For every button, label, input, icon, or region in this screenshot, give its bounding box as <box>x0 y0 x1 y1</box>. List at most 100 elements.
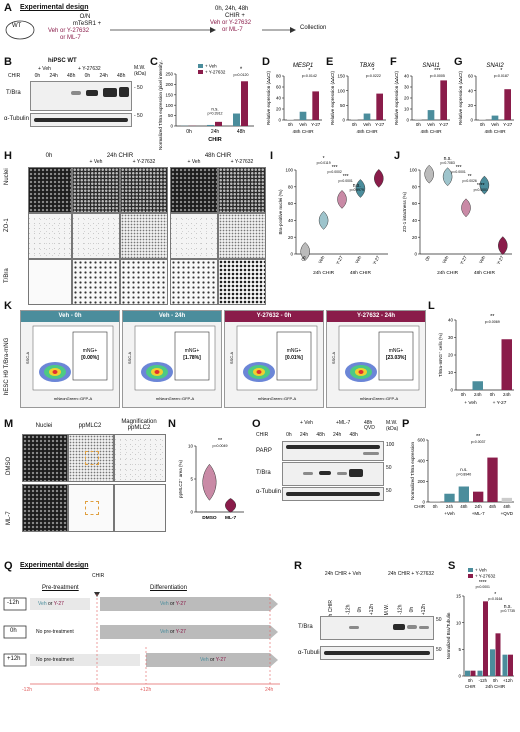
x-tick-label: 48h <box>460 504 468 509</box>
bar <box>233 113 240 126</box>
micro-m-mag-dmso <box>114 434 166 482</box>
x-tick-label: DMSO <box>202 515 217 521</box>
x-axis-label: mNeonGreen::GFP-A <box>258 396 297 401</box>
panel-o-blot-tub <box>282 487 384 501</box>
panel-r-blot-tbra <box>320 616 434 640</box>
sig-label: n.s. <box>353 183 361 189</box>
x-sub-label: CHIR <box>465 684 476 689</box>
bar <box>440 80 447 120</box>
panel-m-col: Magnification ppMLC2 <box>121 419 157 432</box>
panel-b-chir: CHIR <box>8 73 21 79</box>
x-tick-label: Veh <box>478 255 486 265</box>
legend-swatch <box>468 568 473 572</box>
violin <box>202 463 217 501</box>
panel-q-veh: Veh <box>160 601 169 607</box>
chart-d: MESP1 0 20 40 60 80 Relative expression (ΔΔCt)… <box>266 63 322 135</box>
violin <box>479 175 490 195</box>
panel-b-blot-tub <box>30 113 132 127</box>
sig-label: * <box>308 68 311 74</box>
y-tick-label: 0 <box>170 124 173 129</box>
x-tick-label: -12h <box>478 678 487 683</box>
bar <box>508 654 513 676</box>
panel-a-title: Experimental design <box>20 4 89 11</box>
gate <box>174 331 210 381</box>
x-tick-label: 24h <box>446 504 454 509</box>
chart-f: SNAI1 0 10 20 30 40 Relative expression (ΔΔCt)… <box>394 63 450 135</box>
panel-a-medium: mTeSR1 + <box>72 21 102 27</box>
y-tick-label: 0 <box>278 118 281 123</box>
sig-label: **** <box>477 183 485 189</box>
x-tick-label: Y-27 <box>311 122 321 127</box>
panel-q-row: 0h <box>10 628 17 634</box>
panel-o-tub: α-Tubulin <box>256 489 281 495</box>
lane-label: 48h <box>349 432 358 438</box>
flow-plot: Y-27632 - 24h mNG+ [23.03%] mNeonGreen::GFP… <box>326 310 426 408</box>
micro-m-nuclei-ml7 <box>22 484 68 532</box>
panel-q-veh: Veh <box>200 657 209 663</box>
panel-label-j: J <box>394 150 401 162</box>
panel-r-m50b: 50 <box>436 647 442 653</box>
micro-nuclei-24veh <box>72 167 120 213</box>
gate-label: mNG+ <box>185 348 200 354</box>
micro-nuclei-48veh <box>170 167 218 213</box>
panel-b-lanes: 0h 24h 48h 0h 24h 48h <box>30 73 130 79</box>
lane-label: 24h <box>299 432 309 438</box>
violin <box>300 242 310 261</box>
x-axis-label: 48h CHIR <box>420 129 442 135</box>
panel-a-on: O/N <box>79 14 91 20</box>
gene-title: MESP1 <box>293 63 313 69</box>
x-tick-label: Y-27 <box>372 255 381 266</box>
panel-a-or-ml72: or ML-7 <box>222 27 243 33</box>
panel-r-lanes: 0h CHIR -12h 0h +12h M.W. -12h 0h +12h <box>320 588 432 619</box>
p-value: p=0.9979 <box>350 188 364 192</box>
bar <box>472 381 483 390</box>
bar <box>444 493 455 502</box>
panel-o-m50: 50 <box>386 465 392 471</box>
micro-nuclei-24y27 <box>120 167 168 213</box>
micro-m-pp-dmso <box>68 434 114 482</box>
panel-q-no: No pre-treatment <box>36 629 74 635</box>
p-value: p<0.0001 <box>476 585 490 589</box>
y-tick-label: 100 <box>409 168 417 173</box>
y-tick-label: 0 <box>422 500 425 505</box>
panel-o-m100: 100 <box>386 442 395 448</box>
panel-h-col-0h: 0h <box>45 153 53 159</box>
x-axis-label: 48h CHIR <box>292 129 314 135</box>
sig-label: * <box>494 592 496 598</box>
panel-o-parp: PARP <box>256 448 272 454</box>
y-axis-label: SSC-A <box>331 352 336 365</box>
y-tick-label: 0 <box>342 118 345 123</box>
x-axis-label: CHIR <box>208 137 221 143</box>
panel-b-y27: + Y-27632 <box>78 66 101 72</box>
sig-label: n.s. <box>504 604 512 610</box>
panel-a-collection: Collection <box>300 25 327 31</box>
p-value: p=0.0005 <box>430 74 445 78</box>
legend-label: + Veh <box>475 568 487 573</box>
panel-r-tub: α-Tubulin <box>298 650 323 656</box>
legend-label: + Y-27632 <box>205 70 226 75</box>
micro-nuclei-0h <box>28 167 72 213</box>
p-value: p=0.0001 <box>339 179 353 183</box>
x-axis-label: mNeonGreen::GFP-A <box>360 396 399 401</box>
bar <box>241 81 248 126</box>
bar <box>504 89 511 120</box>
group-label: 48h CHIR <box>350 270 372 276</box>
sig-label: ** <box>218 438 223 444</box>
p-value: p=0.0049 <box>212 444 227 448</box>
panel-a-diagram <box>5 20 296 40</box>
panel-label-q: Q <box>4 560 13 572</box>
x-tick-label: 0h <box>416 122 422 127</box>
y-tick-label: 40 <box>404 74 410 79</box>
panel-b-tub: α-Tubulin <box>4 116 29 122</box>
gene-title: SNAI2 <box>486 63 504 69</box>
x-tick-label: 0h <box>493 678 498 683</box>
y-axis-label: Normalized T/Bra expression <box>410 442 415 500</box>
x-tick-label: 24h <box>474 392 482 397</box>
sig-label: * <box>240 67 243 73</box>
bar <box>473 491 484 502</box>
group-label: + Veh <box>464 400 477 406</box>
p-value: p=0.7083 <box>440 161 454 165</box>
x-tick-label: 48h <box>503 504 511 509</box>
flow-plot-header: Veh - 0h <box>21 311 119 322</box>
panel-r-g1: 24h CHIR + Veh <box>324 571 362 577</box>
